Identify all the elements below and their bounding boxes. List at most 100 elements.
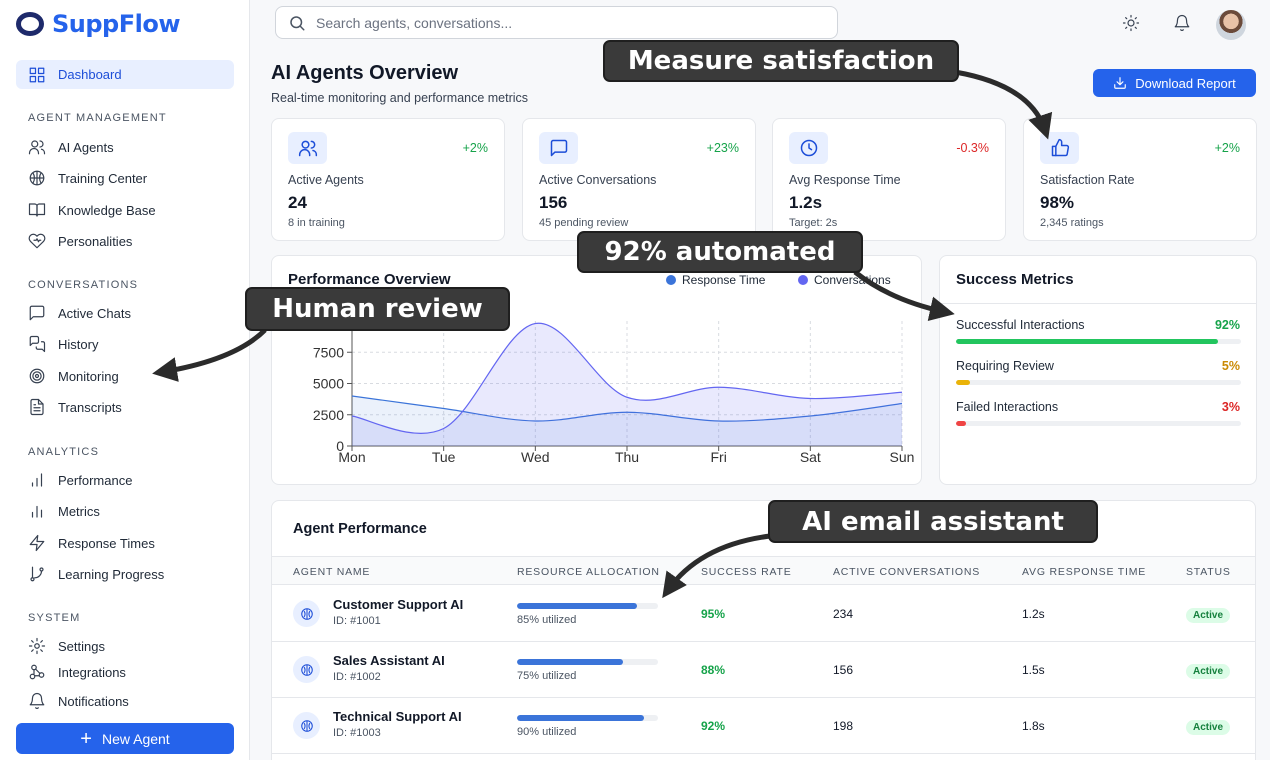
legend-dot (798, 275, 808, 285)
stat-label: Active Agents (288, 173, 364, 187)
table-row[interactable]: Technical Support AI ID: #1003 90% utili… (272, 698, 1255, 754)
app-name: SuppFlow (52, 10, 181, 38)
column-header[interactable]: STATUS (1186, 566, 1231, 578)
metric-bar-successful (956, 339, 1241, 344)
sidebar-item-learning-progress[interactable]: Learning Progress (28, 563, 164, 585)
messages-icon (28, 335, 46, 353)
sidebar-item-monitoring[interactable]: Monitoring (28, 365, 119, 387)
stat-value: 156 (539, 193, 568, 212)
metric-bar-review (956, 380, 1241, 385)
book-icon (28, 201, 46, 219)
stat-value: 1.2s (789, 193, 823, 212)
bell-icon (1174, 14, 1190, 32)
sidebar-item-active-chats[interactable]: Active Chats (28, 302, 131, 324)
active-conversations: 198 (833, 719, 854, 733)
success-rate: 95% (701, 607, 726, 621)
new-agent-button[interactable]: + New Agent (16, 723, 234, 754)
clock-icon (789, 132, 828, 164)
sidebar-item-training-center[interactable]: Training Center (28, 167, 147, 189)
sidebar-item-notifications[interactable]: Notifications (28, 690, 129, 712)
brain-icon (293, 600, 320, 627)
stat-card-avg-response-time: -0.3% Avg Response Time 1.2s Target: 2s (772, 118, 1006, 241)
sidebar-item-personalities[interactable]: Personalities (28, 230, 132, 252)
column-header[interactable]: SUCCESS RATE (701, 566, 792, 578)
success-metrics-title: Success Metrics (956, 271, 1074, 288)
allocation-text: 75% utilized (517, 670, 577, 682)
column-header[interactable]: AVG RESPONSE TIME (1022, 566, 1147, 578)
avg-response-time: 1.5s (1022, 663, 1045, 677)
stat-change: +23% (706, 141, 739, 155)
x-tick-label: Tue (432, 449, 456, 465)
column-header[interactable]: RESOURCE ALLOCATION (517, 566, 660, 578)
agent-id: ID: #1001 (333, 615, 381, 627)
bar-chart-icon (28, 471, 46, 489)
theme-toggle-button[interactable] (1120, 12, 1142, 34)
metric-fill (956, 380, 971, 385)
allocation-text: 85% utilized (517, 614, 577, 626)
gear-icon (28, 637, 46, 655)
x-tick-label: Wed (521, 449, 550, 465)
stat-change: -0.3% (956, 141, 989, 155)
sidebar-item-label: Integrations (58, 664, 126, 680)
sidebar-item-label: Performance (58, 472, 133, 488)
allocation-text: 90% utilized (517, 726, 577, 738)
thumbs-up-icon (1040, 132, 1079, 164)
sidebar-item-label: Active Chats (58, 305, 131, 321)
sidebar-item-label: Settings (58, 638, 105, 654)
sidebar-item-metrics[interactable]: Metrics (28, 500, 100, 522)
table-row[interactable]: Sales Assistant AI ID: #1002 75% utilize… (272, 642, 1255, 698)
status-badge: Active (1186, 720, 1231, 735)
agent-performance-card: Agent Performance AGENT NAME RESOURCE AL… (271, 500, 1256, 760)
series-area-conversations (352, 323, 902, 446)
sidebar-item-settings[interactable]: Settings (28, 635, 105, 657)
active-conversations: 156 (833, 663, 854, 677)
section-conversations: CONVERSATIONS (28, 279, 139, 291)
table-row[interactable]: Customer Support AI ID: #1001 85% utiliz… (272, 586, 1255, 642)
git-branch-icon (28, 565, 46, 583)
section-agent-management: AGENT MANAGEMENT (28, 112, 167, 124)
avatar[interactable] (1216, 10, 1246, 40)
sidebar: SuppFlow Dashboard AGENT MANAGEMENT AI A… (0, 0, 250, 760)
column-header[interactable]: AGENT NAME (293, 566, 371, 578)
series-line-response-time (351, 395, 903, 422)
sidebar-item-integrations[interactable]: Integrations (28, 661, 126, 683)
sidebar-item-label: History (58, 336, 99, 352)
legend-label: Response Time (682, 273, 766, 287)
users-icon (288, 132, 327, 164)
sidebar-item-label: Learning Progress (58, 566, 165, 582)
brain-icon (28, 169, 46, 187)
sidebar-item-response-times[interactable]: Response Times (28, 532, 155, 554)
logo[interactable]: SuppFlow (16, 10, 181, 38)
sidebar-item-label: Personalities (58, 233, 133, 249)
stat-card-active-conversations: +23% Active Conversations 156 45 pending… (522, 118, 756, 241)
bell-icon (28, 692, 46, 710)
sidebar-item-label: Knowledge Base (58, 202, 156, 218)
sidebar-item-ai-agents[interactable]: AI Agents (28, 136, 114, 158)
allocation-fill (517, 659, 623, 665)
allocation-bar (517, 659, 658, 665)
plus-icon: + (80, 727, 92, 750)
download-report-button[interactable]: Download Report (1093, 69, 1256, 97)
agent-name: Customer Support AI (333, 597, 464, 612)
stat-sub: 45 pending review (539, 217, 629, 229)
sidebar-item-performance[interactable]: Performance (28, 469, 132, 491)
page-title: AI Agents Overview (271, 62, 459, 84)
status-badge: Active (1186, 664, 1231, 679)
brain-icon (293, 712, 320, 739)
stat-label: Active Conversations (539, 173, 657, 187)
callout-automated: 92% automated (577, 231, 863, 273)
series-area-response-time (352, 396, 902, 446)
search-input[interactable] (316, 14, 796, 31)
sun-icon (1122, 14, 1140, 32)
search-bar[interactable] (275, 6, 838, 39)
sidebar-item-knowledge-base[interactable]: Knowledge Base (28, 199, 156, 221)
allocation-bar (517, 603, 658, 609)
sidebar-item-history[interactable]: History (28, 333, 98, 355)
sidebar-item-dashboard[interactable]: Dashboard (16, 60, 234, 89)
legend-item-response-time[interactable]: Response Time (666, 273, 765, 287)
y-tick-label: 7500 (313, 344, 344, 360)
sidebar-item-transcripts[interactable]: Transcripts (28, 396, 122, 418)
heart-icon (28, 232, 46, 250)
notifications-button[interactable] (1171, 12, 1193, 34)
column-header[interactable]: ACTIVE CONVERSATIONS (833, 566, 981, 578)
